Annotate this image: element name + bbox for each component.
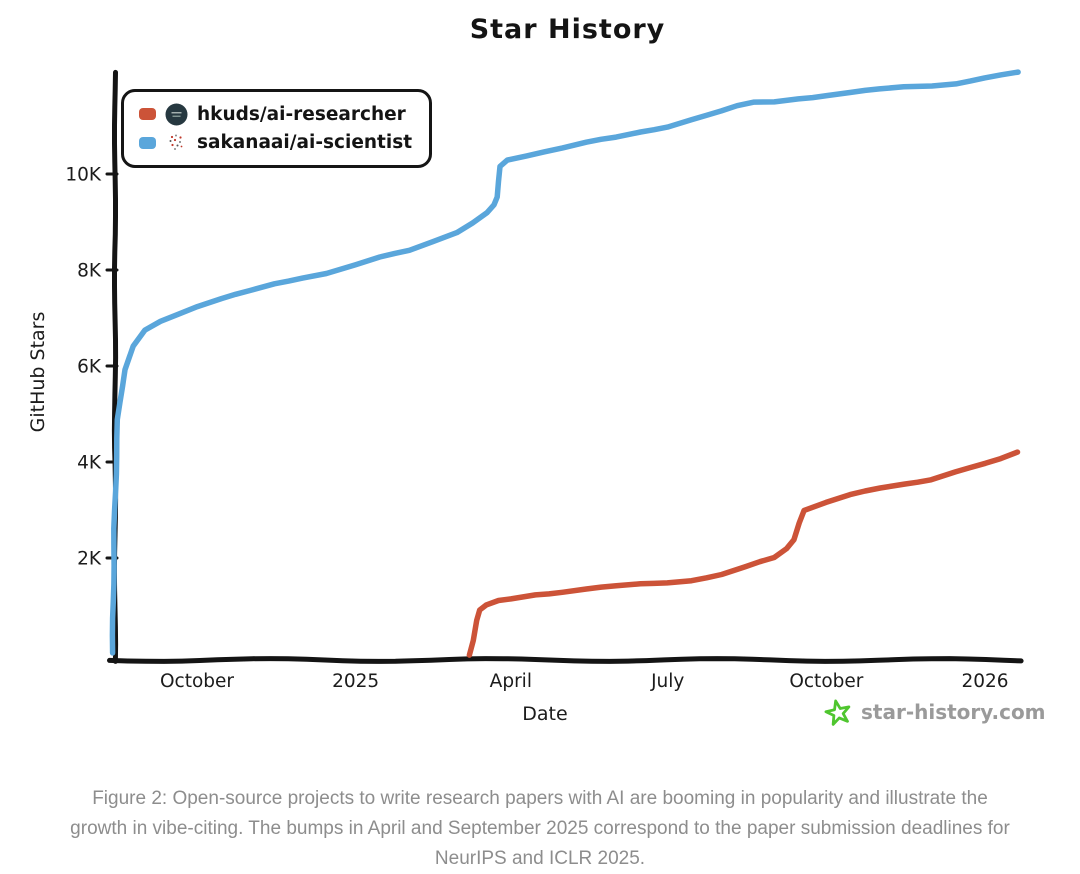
y-tick-label: 2K: [77, 549, 102, 570]
x-axis-line: [107, 656, 1024, 664]
x-tick-label: July: [650, 671, 684, 692]
x-tick-label: October: [160, 671, 234, 692]
legend-item-ai-scientist: sakanaai/ai-scientist: [139, 131, 414, 156]
y-tick-label: 4K: [77, 453, 102, 474]
star-history-chart: 2K 4K 6K 8K 10K October 2025 April July October 20…: [27, 69, 1024, 725]
series-line-ai-scientist: [109, 69, 1021, 656]
hkuds-avatar-icon: [165, 103, 188, 126]
watermark-text: star-history.com: [861, 700, 1046, 724]
y-tick-label: 8K: [77, 261, 102, 282]
legend-item-ai-researcher: hkuds/ai-researcher: [139, 102, 414, 127]
x-tick-label: 2025: [332, 671, 379, 692]
caption-line-3: NeurIPS and ICLR 2025.: [434, 848, 646, 869]
legend-label-ai-scientist: sakanaai/ai-scientist: [197, 132, 413, 154]
chart-legend: hkuds/ai-researcher saka: [121, 89, 432, 168]
y-tick-label: 10K: [65, 165, 102, 186]
series-line-ai-researcher: [466, 449, 1021, 658]
x-tick-label: 2026: [961, 671, 1008, 692]
x-axis-title: Date: [522, 703, 567, 725]
legend-label-ai-researcher: hkuds/ai-researcher: [197, 103, 406, 125]
figure-caption: Figure 2: Open-source projects to write …: [0, 784, 1080, 874]
chart-title: Star History: [469, 14, 666, 45]
x-tick-label: October: [789, 671, 863, 692]
caption-line-1: Figure 2: Open-source projects to write …: [92, 788, 988, 809]
sakanaai-avatar-icon: [165, 131, 188, 154]
y-tick-label: 6K: [77, 357, 102, 378]
y-axis-title: GitHub Stars: [27, 312, 49, 433]
legend-swatch-ai-scientist: [139, 136, 156, 149]
legend-swatch-ai-researcher: [139, 108, 156, 121]
star-doodle-icon: [824, 698, 852, 726]
watermark: star-history.com: [824, 698, 1046, 726]
x-tick-label: April: [490, 671, 532, 692]
caption-line-2: growth in vibe-citing. The bumps in Apri…: [70, 818, 1010, 839]
